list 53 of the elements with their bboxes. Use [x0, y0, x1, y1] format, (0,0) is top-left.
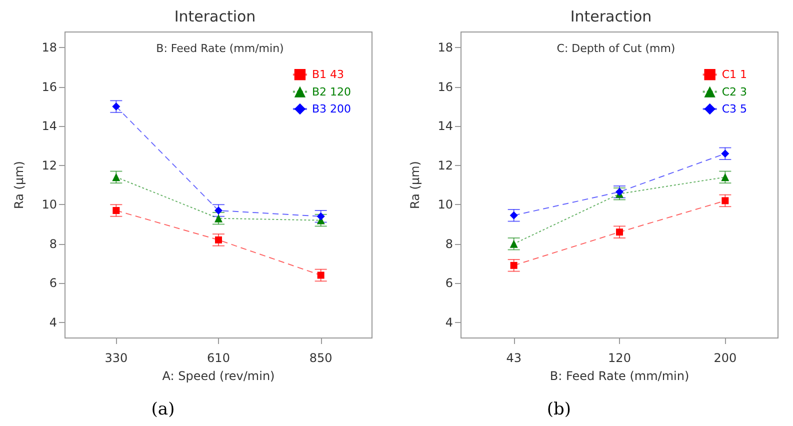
x-tick-label: 43 [506, 351, 522, 365]
point [510, 211, 518, 220]
point [510, 240, 518, 248]
legend-label: B3 200 [312, 102, 352, 116]
x-tick-label: 610 [207, 351, 230, 365]
legend-label: B2 120 [312, 85, 352, 98]
x-tick-label: 200 [714, 351, 737, 365]
legend-label: C2 3 [722, 85, 748, 98]
point [721, 150, 730, 158]
y-axis-title: Ra (µm) [12, 161, 26, 209]
x-axis-title: A: Speed (rev/min) [162, 369, 275, 383]
text: (a) [151, 400, 175, 420]
point [722, 197, 729, 204]
y-axis-title: Ra (µm) [408, 161, 422, 209]
chart-title: Interaction [570, 8, 652, 26]
x-axis-title: B: Feed Rate (mm/min) [550, 369, 690, 383]
legend-label: C1 1 [722, 68, 748, 82]
point [215, 236, 222, 244]
y-tick-label: 8 [445, 236, 453, 251]
point [214, 214, 222, 222]
legend-title: C: Depth of Cut (mm) [556, 42, 676, 55]
y-tick-label: 14 [42, 119, 57, 134]
point [616, 228, 623, 236]
y-tick-label: 16 [438, 80, 453, 94]
y-tick-label: 12 [438, 158, 453, 172]
y-tick-label: 12 [42, 158, 57, 172]
y-tick-label: 16 [42, 80, 57, 94]
legend-label: C3 5 [722, 102, 748, 116]
y-tick-label: 8 [49, 236, 57, 251]
y-tick-label: 14 [438, 119, 453, 134]
point [112, 173, 120, 182]
legend-title: B: Feed Rate (mm/min) [156, 42, 284, 55]
point [316, 212, 325, 220]
text: (b) [546, 400, 572, 420]
y-tick-label: 6 [49, 276, 57, 290]
point [112, 207, 120, 214]
point [510, 262, 518, 269]
point [317, 272, 324, 279]
y-tick-label: 10 [42, 198, 57, 212]
y-tick-label: 4 [445, 315, 453, 330]
point [214, 206, 222, 214]
x-tick-label: 330 [104, 351, 128, 365]
chart-title: Interaction [174, 8, 256, 26]
legend-label: B1 43 [312, 68, 344, 82]
point [112, 102, 120, 111]
x-tick-label: 120 [608, 351, 631, 365]
y-tick-label: 6 [445, 276, 453, 290]
x-tick-label: 850 [309, 351, 332, 365]
y-tick-label: 4 [49, 315, 57, 330]
y-tick-label: 18 [438, 40, 453, 55]
y-tick-label: 10 [438, 198, 453, 212]
y-tick-label: 18 [42, 40, 57, 55]
point [721, 173, 730, 182]
